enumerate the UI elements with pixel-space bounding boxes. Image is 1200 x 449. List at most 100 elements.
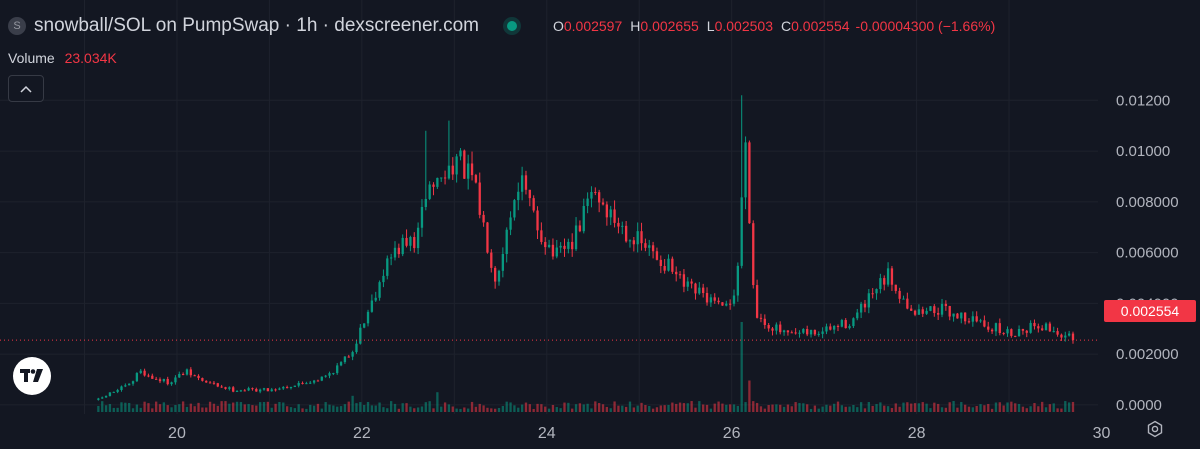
candle-body: [898, 290, 901, 299]
volume-bar: [852, 404, 855, 412]
candle-body: [309, 382, 312, 384]
candle-body: [540, 230, 543, 242]
candle-body: [859, 303, 863, 313]
last-price-badge: 0.002554: [1104, 300, 1196, 322]
candle-body: [363, 323, 366, 328]
candle-body: [270, 389, 273, 392]
volume-bar: [871, 405, 874, 412]
candle-body: [883, 278, 886, 285]
candle-body: [979, 320, 982, 322]
candle-body: [108, 392, 112, 396]
volume-bar: [478, 403, 481, 412]
candle-body: [420, 206, 424, 228]
volume-bars: [97, 322, 1075, 412]
volume-bar: [139, 407, 142, 412]
volume-bar: [232, 402, 235, 412]
volume-bar: [324, 402, 327, 412]
candle-body: [474, 175, 478, 183]
volume-bar: [401, 403, 404, 412]
candle-body: [513, 200, 516, 218]
volume-bar: [1052, 403, 1055, 412]
candle-body: [551, 244, 555, 257]
volume-bar: [883, 405, 886, 412]
gear-icon: [1147, 420, 1163, 438]
volume-bar: [289, 407, 293, 412]
tradingview-logo-icon[interactable]: [13, 357, 51, 395]
volume-bar: [609, 408, 612, 412]
time-axis[interactable]: 20 22 24 26 28 30: [168, 425, 1110, 442]
high-label: H: [630, 18, 641, 34]
volume-bar: [960, 402, 963, 412]
open-value: 0.002597: [563, 18, 623, 34]
candle-body: [401, 237, 404, 255]
volume-bar: [524, 402, 528, 412]
candle-body: [147, 375, 150, 377]
candle-body: [393, 247, 397, 258]
volume-bar: [817, 408, 820, 412]
candle-body: [963, 312, 967, 322]
volume-bar: [832, 403, 836, 412]
candle-body: [725, 303, 728, 306]
volume-bar: [493, 408, 497, 412]
volume-bar: [663, 405, 666, 412]
volume-bar: [744, 402, 747, 412]
candle-body: [578, 225, 582, 232]
volume-bar: [505, 401, 508, 412]
candle-body: [386, 258, 389, 276]
y-tick-label: 0.01200: [1116, 92, 1170, 109]
candle-body: [332, 373, 335, 375]
volume-bar: [532, 408, 535, 412]
candle-body: [259, 389, 262, 392]
candle-body: [983, 320, 986, 327]
volume-bar: [355, 403, 358, 412]
chart-settings-button[interactable]: [1145, 419, 1165, 439]
volume-bar: [1033, 403, 1036, 412]
volume-bar: [1056, 408, 1059, 412]
candle-body: [197, 375, 200, 379]
collapse-legend-button[interactable]: [8, 75, 44, 102]
volume-bar: [547, 408, 551, 412]
candle-body: [829, 326, 832, 330]
candle-body: [101, 397, 104, 399]
price-axis[interactable]: 0.00000.0020000.0040000.0060000.0080000.…: [1116, 92, 1179, 414]
volume-bar: [101, 401, 104, 412]
candle-body: [232, 387, 235, 392]
candle-body: [782, 330, 786, 333]
volume-bar: [216, 405, 219, 412]
candle-body: [644, 243, 647, 248]
candle-body: [347, 356, 350, 358]
candle-body: [285, 387, 289, 389]
volume-bar: [917, 403, 921, 412]
volume-bar: [990, 408, 994, 412]
volume-bar: [432, 408, 435, 412]
candle-body: [1033, 322, 1036, 327]
volume-bar: [1006, 402, 1009, 412]
candle-body: [917, 309, 921, 315]
candle-body: [424, 198, 427, 207]
volume-value: 23.034K: [64, 50, 117, 66]
volume-bar: [782, 406, 786, 412]
volume-bar: [667, 404, 670, 412]
close-value: 0.002554: [791, 18, 850, 34]
candle-body: [1006, 329, 1009, 334]
volume-bar: [158, 404, 162, 412]
chevron-up-icon: [20, 85, 32, 93]
volume-bar: [366, 401, 370, 412]
candle-body: [544, 241, 547, 248]
volume-bar: [705, 404, 709, 412]
chart-title[interactable]: snowball/SOL on PumpSwap · 1h · dexscree…: [34, 15, 479, 36]
volume-bar: [802, 403, 805, 412]
chart-header: S snowball/SOL on PumpSwap · 1h · dexscr…: [8, 14, 995, 38]
candle-body: [744, 142, 747, 198]
volume-bar: [659, 405, 662, 412]
volume-bar: [120, 402, 123, 412]
volume-bar: [686, 403, 689, 412]
volume-bar: [339, 406, 343, 412]
volume-bar: [825, 404, 828, 412]
volume-bar: [929, 408, 932, 412]
candle-body: [1041, 328, 1044, 331]
volume-legend: Volume 23.034K: [8, 50, 117, 66]
volume-bar: [644, 404, 647, 412]
